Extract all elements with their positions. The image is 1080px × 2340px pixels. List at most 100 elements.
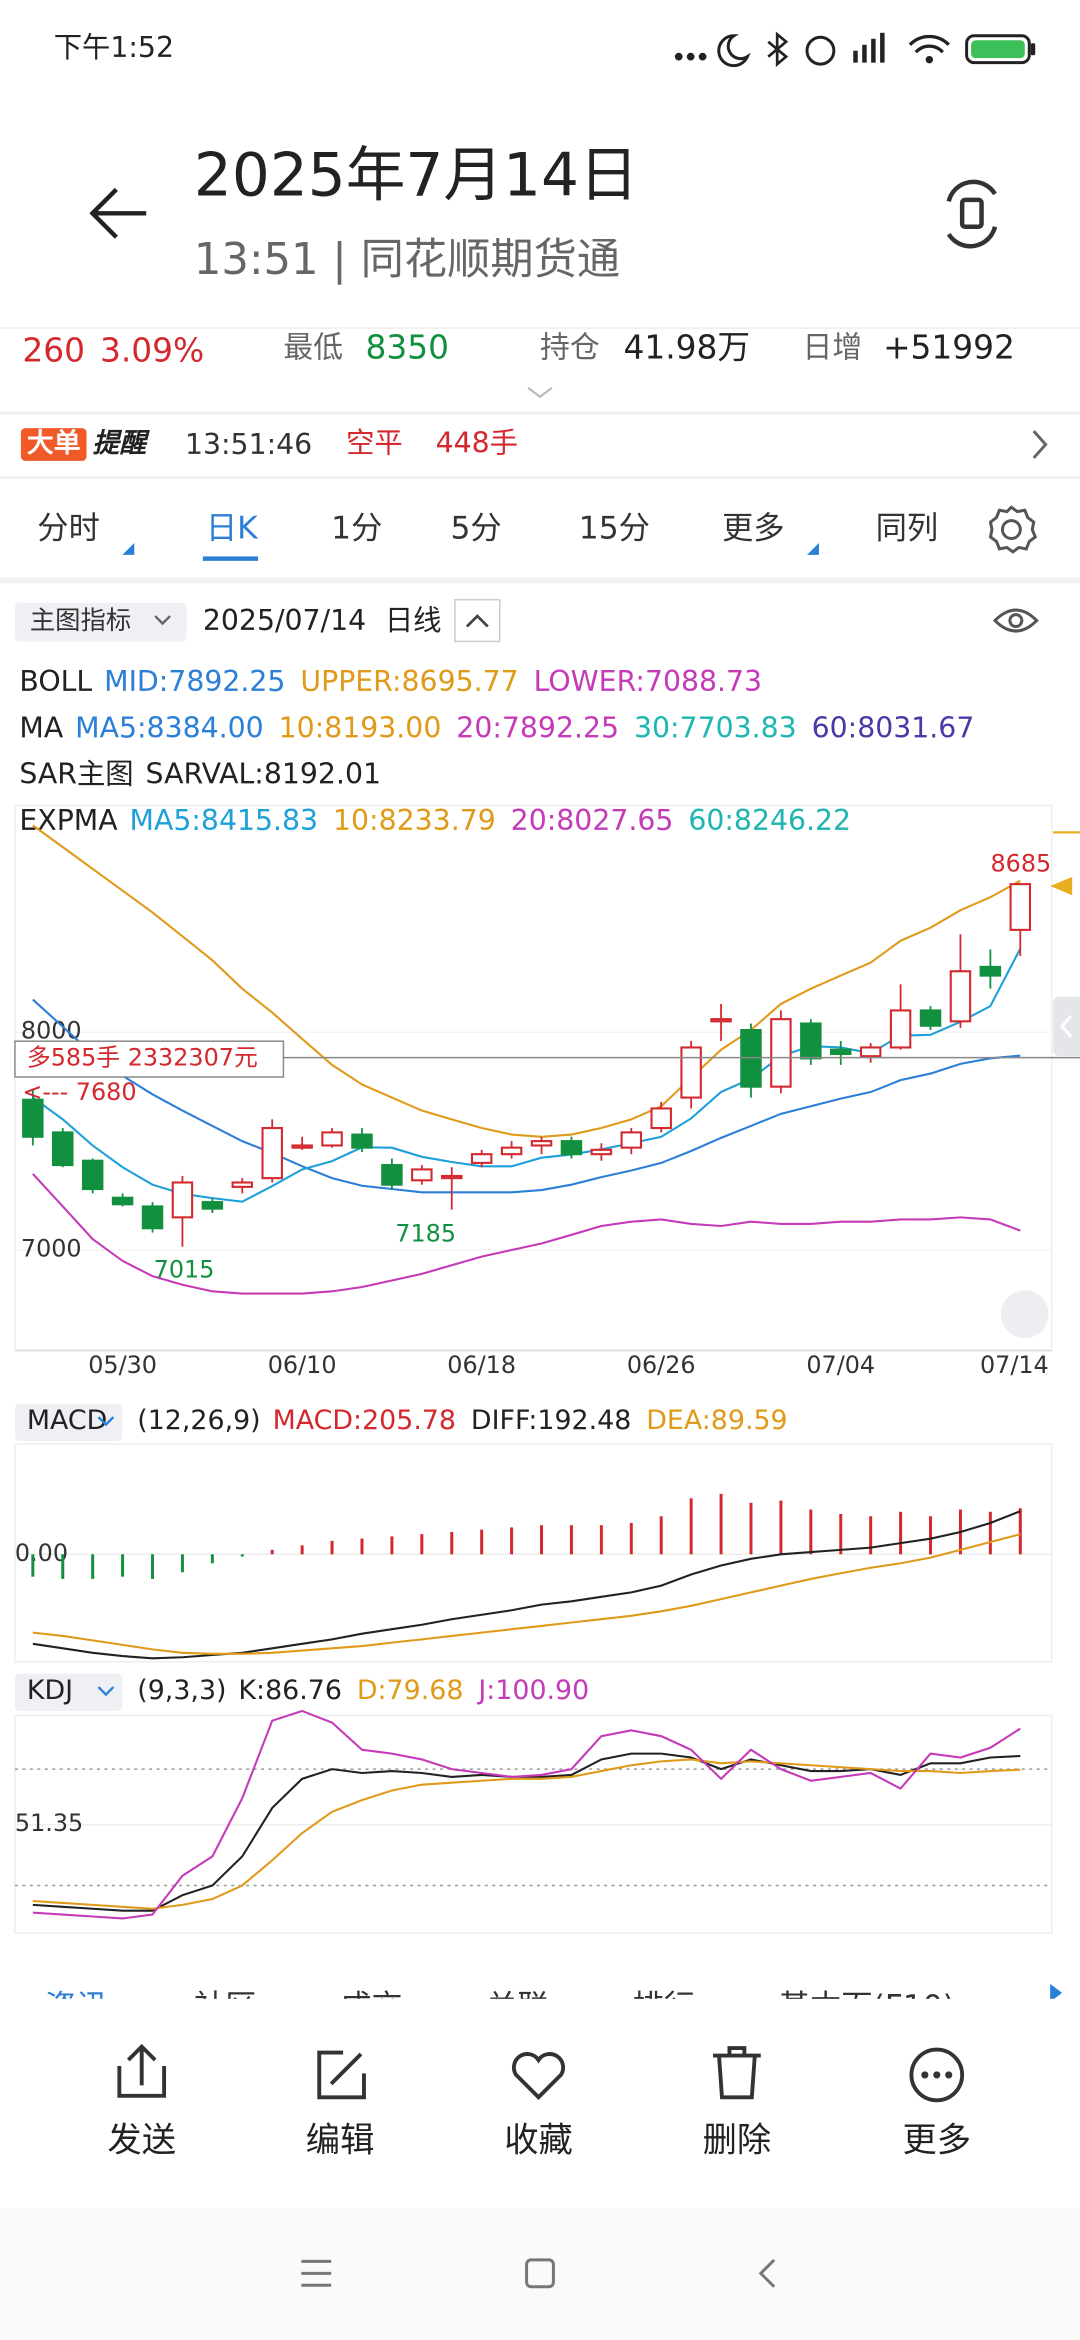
alert-side: 空平 xyxy=(346,427,403,460)
nav-buttons[interactable] xyxy=(301,2258,776,2289)
legend-entry: UPPER:8695.77 xyxy=(300,665,518,698)
alert-badge-text: 大单 xyxy=(27,428,81,459)
legend-entry: 60:8246.22 xyxy=(688,804,851,837)
quote-label: 日增 xyxy=(803,331,863,366)
macd-bar xyxy=(988,1511,992,1555)
toolbar-label[interactable]: 编辑 xyxy=(306,2121,375,2161)
collapse-button[interactable] xyxy=(454,598,501,643)
nav-bar xyxy=(0,2207,1080,2340)
candle-body xyxy=(889,1009,912,1049)
macd-bar xyxy=(629,1522,633,1555)
dropdown-icon xyxy=(97,1686,115,1697)
legend-entry: MA5:8384.00 xyxy=(75,711,264,744)
candle-body xyxy=(859,1046,882,1058)
alert-badge xyxy=(20,428,87,461)
status-icons xyxy=(674,31,1036,68)
macd-bar xyxy=(300,1545,304,1555)
quote-change-pct: 3.09% xyxy=(100,332,204,370)
candle-body xyxy=(500,1146,523,1156)
divider xyxy=(0,475,1080,479)
legend-entry: DEA:89.59 xyxy=(646,1405,787,1436)
fullscreen-button[interactable] xyxy=(1000,1290,1049,1339)
x-tick-label: 05/30 xyxy=(88,1351,157,1379)
period-tab[interactable]: 5分 xyxy=(450,511,501,547)
panel-params: (12,26,9) xyxy=(137,1405,260,1436)
indicator-button[interactable] xyxy=(14,602,187,642)
candle-body xyxy=(560,1140,583,1156)
settings-button[interactable] xyxy=(988,505,1038,554)
macd-bar xyxy=(749,1502,753,1555)
y-tick-label: 51.35 xyxy=(15,1809,83,1837)
status-time: 下午1:52 xyxy=(54,31,174,64)
indicator-line xyxy=(32,948,1022,1203)
toolbar-label[interactable]: 发送 xyxy=(107,2121,176,2161)
candle-body xyxy=(141,1205,164,1230)
alert-time: 13:51:46 xyxy=(185,428,312,461)
period-tab[interactable]: 同列 xyxy=(876,511,939,547)
panel-title: KDJ xyxy=(27,1675,73,1706)
candle-body xyxy=(231,1181,254,1188)
rotate-button[interactable] xyxy=(946,179,998,249)
indicator-button[interactable] xyxy=(14,1673,123,1711)
legend-entry: 20:7892.25 xyxy=(456,711,619,744)
candle-body xyxy=(411,1168,433,1182)
macd-bar xyxy=(390,1536,394,1555)
x-tick-label: 07/14 xyxy=(980,1351,1049,1379)
period-tab[interactable]: 日K xyxy=(206,511,259,547)
macd-bar xyxy=(240,1554,244,1557)
alert-more[interactable] xyxy=(1032,430,1048,459)
alert-badge-text: 提醒 xyxy=(92,428,150,459)
candle-body xyxy=(949,970,972,1023)
legend-entry: 20:8027.65 xyxy=(511,804,674,837)
toolbar-label[interactable]: 收藏 xyxy=(504,2121,573,2161)
period-tab[interactable]: 1分 xyxy=(331,511,382,547)
macd-bar xyxy=(270,1549,274,1555)
back-button[interactable] xyxy=(89,187,147,239)
indicator-line xyxy=(32,1758,1021,1910)
legend-entry: LOWER:7088.73 xyxy=(534,665,762,698)
candle-body xyxy=(800,1022,822,1060)
divider xyxy=(0,577,1080,584)
info-tab-more xyxy=(1050,1983,1063,2002)
candle-body xyxy=(590,1148,613,1156)
x-tick-label: 07/04 xyxy=(806,1351,875,1379)
candle-body xyxy=(171,1181,194,1219)
legend-name: SAR主图 xyxy=(19,758,133,791)
annotation-low: 7015 xyxy=(154,1255,215,1283)
macd-bar xyxy=(121,1554,125,1577)
panel-params: (9,3,3) xyxy=(137,1675,226,1706)
macd-bar xyxy=(569,1525,573,1555)
macd-bar xyxy=(330,1540,334,1555)
macd-bar xyxy=(719,1493,723,1555)
toolbar-label[interactable]: 更多 xyxy=(902,2121,971,2161)
macd-bar xyxy=(839,1514,843,1555)
chart-frame xyxy=(14,1443,1053,1663)
legend-name: EXPMA xyxy=(19,804,118,837)
candle-body xyxy=(650,1107,672,1130)
quote-label: 持仓 xyxy=(540,331,600,366)
candle-body xyxy=(81,1159,104,1191)
expand-chevron[interactable] xyxy=(527,386,553,399)
period-tab[interactable]: 更多 xyxy=(722,511,785,547)
side-tab[interactable] xyxy=(1053,996,1080,1057)
period-tab[interactable]: 15分 xyxy=(579,511,650,547)
indicator-line xyxy=(32,1510,1021,1660)
x-tick-label: 06/18 xyxy=(447,1351,516,1379)
legend-entry: MACD:205.78 xyxy=(273,1405,456,1436)
macd-bar xyxy=(599,1525,603,1555)
candle-body xyxy=(321,1131,343,1147)
side-tab-icon xyxy=(1060,1014,1073,1038)
indicator-button[interactable] xyxy=(14,1403,123,1441)
order-label: <--- 7680 xyxy=(22,1078,136,1106)
candle-body xyxy=(381,1164,403,1186)
toolbar-labels: 发送 编辑 收藏 删除 更多 xyxy=(107,2121,971,2161)
toolbar-label[interactable]: 删除 xyxy=(703,2121,772,2161)
alert-size: 448手 xyxy=(436,427,518,460)
macd-bar xyxy=(869,1516,873,1555)
price-marker xyxy=(1050,831,1080,896)
period-tab[interactable]: 分时 xyxy=(37,511,100,547)
eye-button[interactable] xyxy=(992,608,1039,633)
